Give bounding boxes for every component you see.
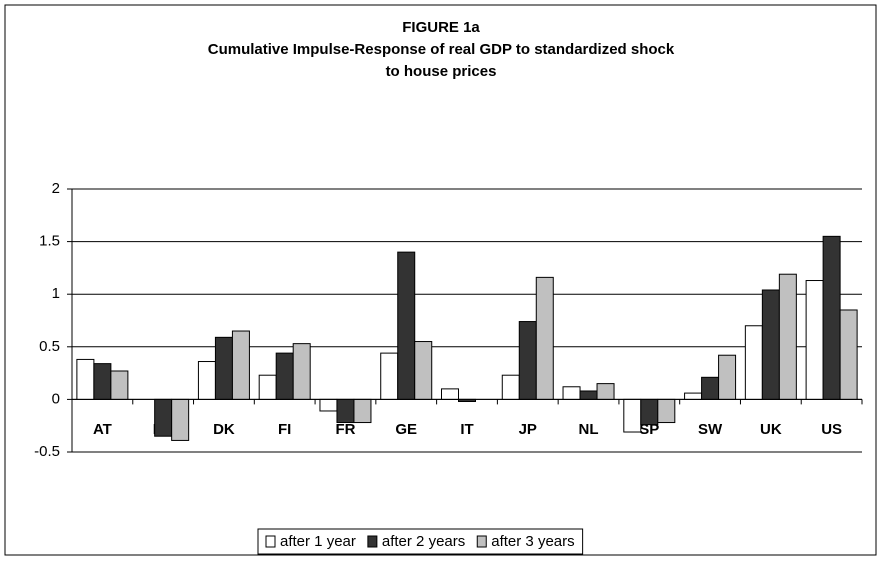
bar xyxy=(171,398,190,441)
bar xyxy=(292,343,311,400)
legend-box xyxy=(257,528,584,555)
bar xyxy=(110,370,129,400)
bar xyxy=(657,398,676,424)
bar xyxy=(353,398,372,424)
bar xyxy=(640,398,659,426)
legend-swatch xyxy=(476,535,487,548)
legend-swatch xyxy=(265,535,276,548)
y-tick-label: 1 xyxy=(52,285,60,302)
chart-title: to house prices xyxy=(386,63,497,80)
bar xyxy=(319,398,338,412)
chart-border xyxy=(4,4,877,556)
bar xyxy=(93,363,112,400)
bar xyxy=(805,280,824,400)
bar xyxy=(76,358,95,400)
x-tick-label: DK xyxy=(213,421,235,438)
chart-title: FIGURE 1a xyxy=(402,19,480,36)
bar xyxy=(744,325,763,400)
bar xyxy=(380,352,399,400)
bar xyxy=(231,330,250,400)
y-tick-label: -0.5 xyxy=(34,443,60,460)
bar xyxy=(579,390,598,400)
chart-title: Cumulative Impulse-Response of real GDP … xyxy=(208,41,675,58)
y-tick-label: 2 xyxy=(52,180,60,197)
y-tick-label: 0.5 xyxy=(39,338,60,355)
x-tick-label: FR xyxy=(335,421,355,438)
x-tick-label: SW xyxy=(698,421,723,438)
bar xyxy=(562,386,581,400)
bar xyxy=(397,251,416,400)
bar xyxy=(761,289,780,400)
bar xyxy=(535,276,554,400)
bar xyxy=(822,235,841,400)
x-tick-label: IT xyxy=(460,421,473,438)
x-tick-label: GE xyxy=(395,421,417,438)
x-tick-label: NL xyxy=(579,421,599,438)
x-tick-label: US xyxy=(821,421,842,438)
bar xyxy=(154,398,173,437)
x-tick-label: JP xyxy=(519,421,537,438)
bar xyxy=(336,398,355,424)
bar xyxy=(839,309,858,400)
bar xyxy=(623,398,642,433)
bar xyxy=(441,388,459,400)
bar xyxy=(275,352,294,400)
x-tick-label: FI xyxy=(278,421,291,438)
x-tick-label: AT xyxy=(93,421,112,438)
bar xyxy=(258,374,277,400)
legend-label: after 3 years xyxy=(491,533,574,550)
x-tick-label: UK xyxy=(760,421,782,438)
bar xyxy=(501,374,520,400)
legend-label: after 2 years xyxy=(382,533,465,550)
y-tick-label: 1.5 xyxy=(39,233,60,250)
bar xyxy=(518,321,537,400)
bar xyxy=(197,361,216,400)
bar xyxy=(414,341,433,400)
bar xyxy=(214,336,233,400)
bar xyxy=(596,383,615,400)
bar xyxy=(701,376,720,400)
bar xyxy=(718,354,737,400)
legend-swatch xyxy=(367,535,378,548)
legend-label: after 1 year xyxy=(280,533,356,550)
x-tick-label: SP xyxy=(639,421,659,438)
bar xyxy=(684,392,703,400)
bar xyxy=(778,273,797,400)
y-tick-label: 0 xyxy=(52,390,60,407)
